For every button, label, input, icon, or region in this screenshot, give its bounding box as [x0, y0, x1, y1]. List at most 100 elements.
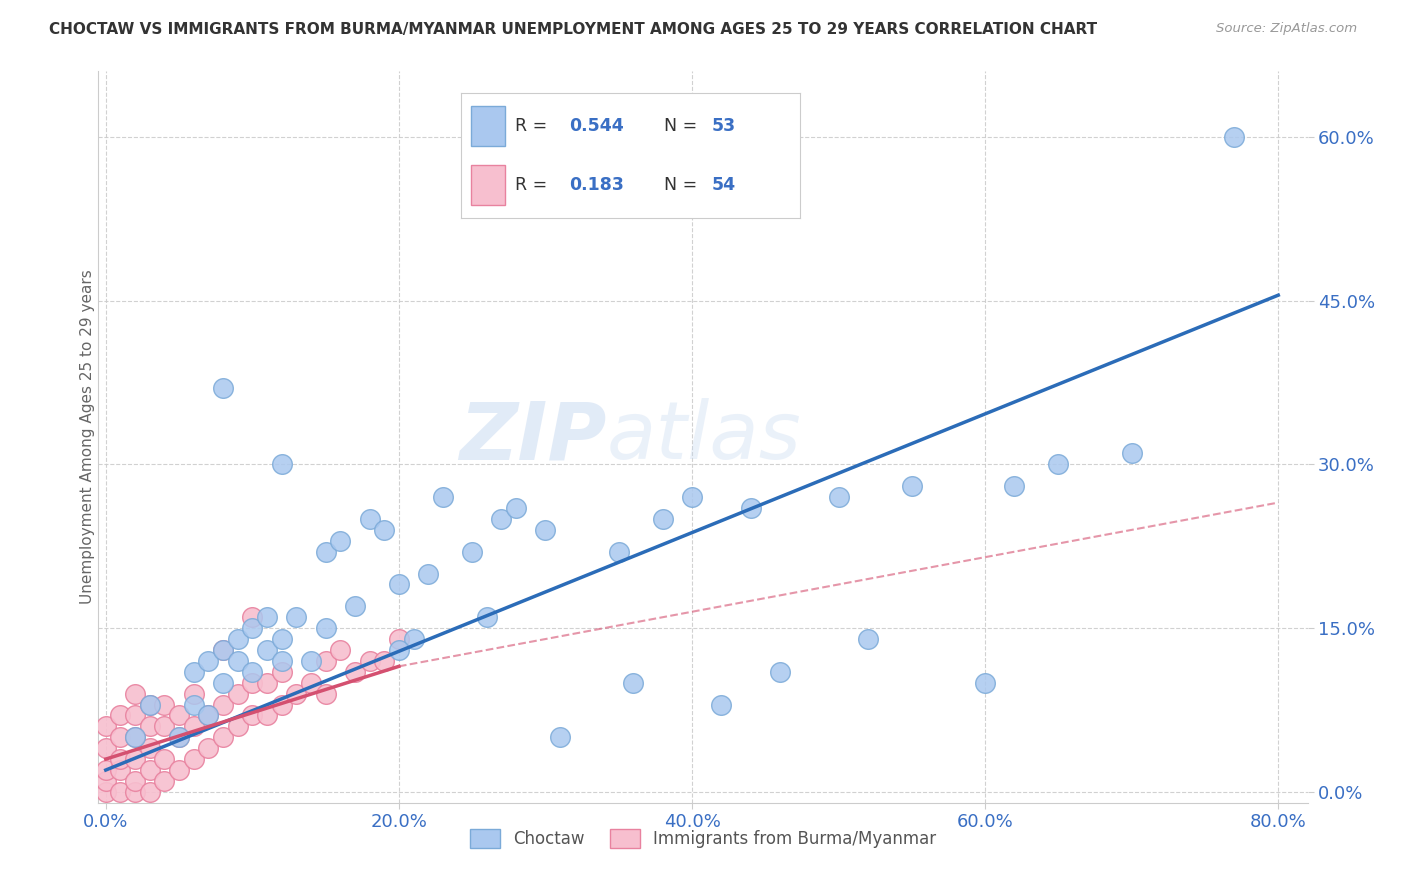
- Point: [212, 675, 235, 690]
- Point: [285, 687, 308, 701]
- Point: [240, 665, 263, 679]
- Point: [183, 698, 205, 712]
- Point: [740, 501, 762, 516]
- Point: [315, 545, 337, 559]
- Point: [1047, 458, 1070, 472]
- Point: [183, 719, 205, 733]
- Point: [329, 643, 352, 657]
- Point: [475, 610, 498, 624]
- Point: [153, 774, 176, 789]
- Point: [94, 785, 117, 799]
- Point: [329, 533, 352, 548]
- Point: [167, 731, 190, 745]
- Point: [256, 610, 278, 624]
- Point: [226, 654, 249, 668]
- Point: [270, 698, 292, 712]
- Point: [299, 654, 322, 668]
- Point: [167, 708, 190, 723]
- Point: [418, 566, 440, 581]
- Point: [110, 731, 132, 745]
- Point: [167, 731, 190, 745]
- Point: [138, 698, 160, 712]
- Point: [183, 687, 205, 701]
- Point: [212, 698, 235, 712]
- Point: [256, 643, 278, 657]
- Point: [315, 687, 337, 701]
- Point: [373, 654, 395, 668]
- Point: [710, 698, 733, 712]
- Point: [153, 752, 176, 766]
- Point: [94, 741, 117, 756]
- Point: [240, 621, 263, 635]
- Point: [226, 687, 249, 701]
- Point: [110, 763, 132, 777]
- Point: [299, 675, 322, 690]
- Point: [138, 763, 160, 777]
- Point: [270, 458, 292, 472]
- Point: [94, 774, 117, 789]
- Point: [240, 610, 263, 624]
- Point: [359, 654, 381, 668]
- Point: [212, 643, 235, 657]
- Point: [138, 741, 160, 756]
- Point: [124, 752, 146, 766]
- Point: [388, 643, 411, 657]
- Point: [505, 501, 527, 516]
- Point: [124, 687, 146, 701]
- Point: [94, 763, 117, 777]
- Point: [138, 698, 160, 712]
- Point: [153, 719, 176, 733]
- Point: [373, 523, 395, 537]
- Point: [138, 719, 160, 733]
- Point: [110, 752, 132, 766]
- Point: [197, 708, 219, 723]
- Point: [901, 479, 924, 493]
- Point: [124, 774, 146, 789]
- Point: [1121, 446, 1143, 460]
- Point: [651, 512, 673, 526]
- Point: [256, 675, 278, 690]
- Point: [974, 675, 997, 690]
- Point: [548, 731, 571, 745]
- Point: [315, 621, 337, 635]
- Point: [197, 708, 219, 723]
- Point: [621, 675, 644, 690]
- Point: [124, 731, 146, 745]
- Point: [138, 785, 160, 799]
- Point: [240, 675, 263, 690]
- Point: [827, 490, 849, 504]
- Point: [167, 763, 190, 777]
- Point: [461, 545, 484, 559]
- Point: [124, 731, 146, 745]
- Point: [388, 577, 411, 591]
- Point: [534, 523, 557, 537]
- Point: [212, 731, 235, 745]
- Text: ZIP: ZIP: [458, 398, 606, 476]
- Point: [226, 632, 249, 646]
- Point: [124, 708, 146, 723]
- Point: [94, 719, 117, 733]
- Point: [359, 512, 381, 526]
- Point: [197, 741, 219, 756]
- Point: [402, 632, 425, 646]
- Point: [256, 708, 278, 723]
- Point: [270, 632, 292, 646]
- Point: [1223, 129, 1246, 144]
- Point: [285, 610, 308, 624]
- Point: [240, 708, 263, 723]
- Point: [153, 698, 176, 712]
- Point: [315, 654, 337, 668]
- Point: [343, 665, 366, 679]
- Point: [183, 752, 205, 766]
- Point: [607, 545, 630, 559]
- Point: [212, 643, 235, 657]
- Point: [1004, 479, 1026, 493]
- Point: [856, 632, 879, 646]
- Point: [110, 785, 132, 799]
- Point: [769, 665, 792, 679]
- Point: [491, 512, 513, 526]
- Point: [388, 632, 411, 646]
- Text: atlas: atlas: [606, 398, 801, 476]
- Point: [212, 381, 235, 395]
- Point: [183, 665, 205, 679]
